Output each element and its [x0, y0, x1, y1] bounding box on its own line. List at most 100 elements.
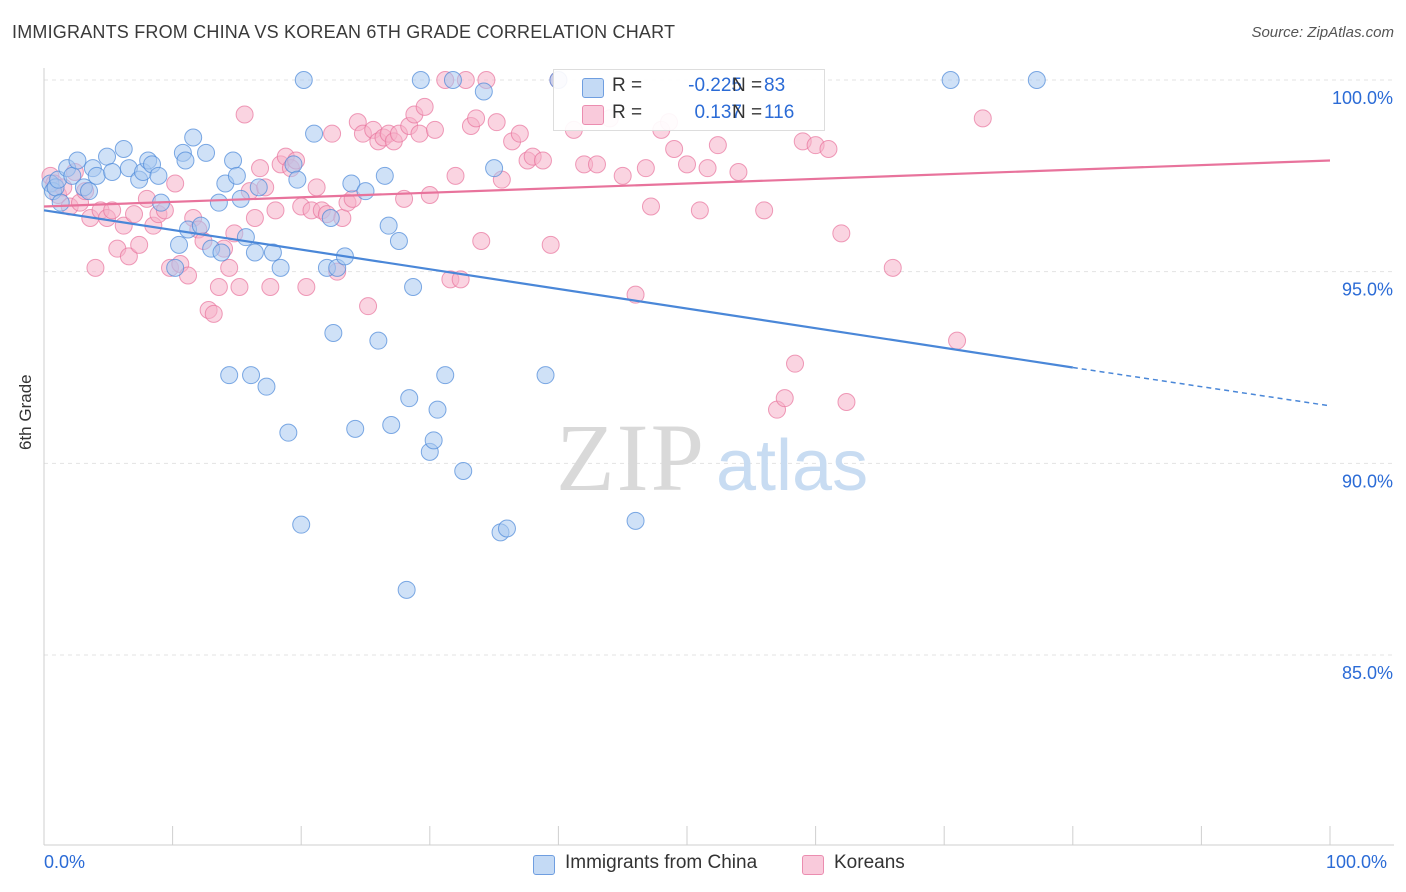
point-china [197, 143, 216, 162]
point-koreans [698, 159, 717, 178]
point-china [294, 71, 313, 89]
point-china [321, 208, 340, 227]
point-china [485, 159, 504, 178]
point-koreans [641, 197, 660, 216]
watermark-zip: ZIP [556, 404, 706, 511]
point-koreans [230, 277, 249, 296]
point-china [1027, 71, 1046, 89]
point-koreans [613, 166, 632, 185]
point-koreans [883, 258, 902, 277]
point-koreans [587, 155, 606, 174]
point-koreans [665, 139, 684, 158]
point-koreans [420, 185, 439, 204]
point-china [379, 216, 398, 235]
point-china [346, 419, 365, 438]
point-koreans [359, 297, 378, 316]
point-china [400, 389, 419, 408]
point-china [626, 511, 645, 530]
point-koreans [678, 155, 696, 174]
trend-line-china [43, 209, 1073, 369]
point-koreans [487, 113, 506, 132]
point-china [424, 431, 443, 450]
legend-swatch-koreans [582, 105, 604, 125]
point-china [356, 182, 375, 201]
point-china [454, 461, 473, 480]
point-china [170, 235, 189, 254]
bottom-legend-label-china: Immigrants from China [565, 852, 758, 873]
trend-lines [43, 159, 1331, 407]
point-koreans [204, 304, 223, 323]
data-points [41, 71, 1046, 599]
point-koreans [690, 201, 709, 220]
point-koreans [472, 231, 491, 250]
point-koreans [103, 201, 122, 220]
point-china [284, 155, 303, 174]
point-koreans [266, 201, 285, 220]
point-koreans [425, 120, 444, 139]
point-china [375, 166, 394, 185]
point-china [342, 174, 361, 193]
legend-n-value-koreans: 116 [764, 102, 795, 123]
point-china [224, 151, 243, 170]
point-china [227, 166, 246, 185]
point-china [220, 366, 239, 385]
point-koreans [533, 151, 552, 170]
point-china [292, 515, 311, 534]
point-china [184, 128, 203, 147]
point-china [397, 580, 416, 599]
point-china [245, 243, 264, 262]
point-koreans [786, 354, 805, 373]
point-koreans [755, 201, 774, 220]
point-koreans [636, 159, 655, 178]
point-china [68, 151, 87, 170]
y-tick-label: 100.0% [1332, 88, 1393, 108]
y-tick-label: 95.0% [1342, 280, 1393, 300]
chart-title: IMMIGRANTS FROM CHINA VS KOREAN 6TH GRAD… [12, 22, 676, 42]
trend-line-koreans [43, 159, 1331, 208]
point-koreans [819, 139, 838, 158]
x-tick-max: 100.0% [1326, 852, 1388, 872]
point-china [536, 366, 555, 385]
point-china [242, 366, 261, 385]
point-koreans [832, 224, 851, 243]
point-china [324, 323, 343, 342]
point-china [191, 216, 210, 235]
point-china [411, 71, 430, 89]
point-koreans [467, 109, 486, 128]
legend-r-value-china: -0.225 [688, 75, 742, 96]
point-koreans [948, 331, 967, 350]
point-koreans [125, 205, 144, 224]
point-china [941, 71, 960, 89]
point-koreans [510, 124, 529, 143]
point-koreans [837, 392, 856, 411]
point-china [98, 147, 117, 166]
point-china [288, 170, 307, 189]
legend-n-label: N = [732, 75, 763, 96]
point-koreans [261, 277, 280, 296]
point-china [212, 243, 231, 262]
point-china [369, 331, 388, 350]
point-china [263, 243, 282, 262]
point-china [271, 258, 290, 277]
point-china [257, 377, 276, 396]
legend-n-label: N = [732, 102, 763, 123]
point-koreans [251, 159, 270, 178]
point-china [103, 162, 122, 181]
x-tick-min: 0.0% [44, 852, 86, 872]
point-koreans [626, 285, 645, 304]
point-koreans [541, 235, 560, 254]
point-koreans [410, 124, 429, 143]
y-tick-label: 85.0% [1342, 663, 1393, 683]
point-koreans [86, 258, 105, 277]
point-china [209, 193, 228, 212]
point-china [51, 193, 70, 212]
point-china [404, 277, 423, 296]
point-china [382, 415, 401, 434]
watermark: ZIP atlas [556, 404, 868, 511]
legend-r-label: R = [612, 75, 643, 96]
point-china [428, 400, 447, 419]
point-koreans [235, 105, 254, 124]
axes [43, 68, 1394, 846]
point-koreans [245, 208, 264, 227]
trend-line-china-extension [1072, 366, 1331, 407]
